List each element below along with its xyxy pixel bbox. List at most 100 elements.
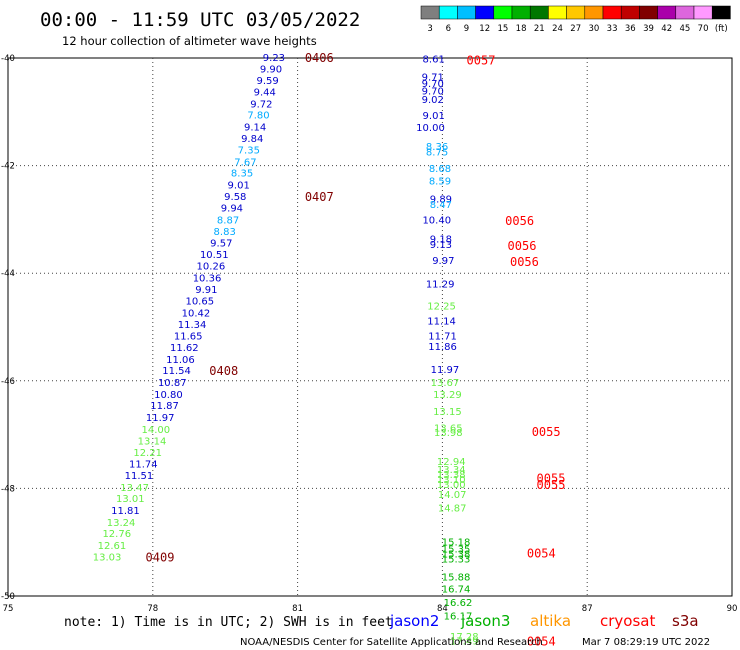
chart-subtitle: 12 hour collection of altimeter wave hei… — [62, 34, 317, 48]
swh-value-label: 16.17 — [444, 611, 473, 622]
swh-value-label: 11.87 — [150, 401, 179, 412]
swh-value-label: 15.88 — [442, 573, 471, 584]
legend-label: 70 — [698, 24, 709, 34]
swh-value-label: 14.07 — [438, 490, 467, 501]
legend-label: 24 — [552, 24, 563, 34]
legend-swatch — [693, 5, 713, 20]
plot-frame — [7, 57, 733, 597]
swh-value-label: 11.34 — [178, 320, 207, 331]
swh-value-label: 9.18 — [430, 234, 452, 245]
time-label: 0057 — [467, 54, 496, 68]
swh-value-label: 9.94 — [221, 204, 243, 215]
swh-value-label: 8.68 — [429, 164, 451, 175]
swh-value-label: 16.74 — [442, 585, 471, 596]
x-tick-label: 75 — [3, 604, 14, 614]
swh-value-label: 8.35 — [231, 169, 253, 180]
time-label: 0409 — [146, 550, 175, 564]
swh-value-label: 11.29 — [426, 279, 455, 290]
swh-value-label: 9.90 — [260, 64, 282, 75]
footer-note: note: 1) Time is in UTC; 2) SWH is in fe… — [64, 615, 393, 630]
legend-label: 33 — [607, 24, 618, 34]
swh-value-label: 11.14 — [427, 317, 456, 328]
swh-value-label: 9.70 — [422, 86, 444, 97]
swh-value-label: 12.76 — [102, 529, 131, 540]
swh-value-label: 13.67 — [431, 378, 460, 389]
legend-label: 9 — [464, 24, 469, 34]
y-tick-label: -48 — [1, 484, 15, 494]
swh-value-label: 13.15 — [433, 407, 462, 418]
swh-value-label: 7.67 — [234, 157, 256, 168]
legend-label: 30 — [588, 24, 599, 34]
swh-value-label: 11.62 — [170, 343, 199, 354]
legend-swatch — [675, 5, 695, 20]
swh-value-label: 11.74 — [129, 460, 158, 471]
satellite-name-s3a: s3a — [672, 612, 699, 630]
swh-value-label: 9.72 — [250, 99, 272, 110]
swh-value-label: 10.26 — [197, 262, 226, 273]
swh-value-label: 11.71 — [428, 332, 457, 343]
satellite-legend: jason2 jason3 altika cryosat s3a — [389, 612, 699, 630]
swh-value-label: 8.61 — [423, 55, 445, 66]
swh-value-label: 12.61 — [98, 541, 127, 552]
legend-swatch — [639, 5, 658, 20]
legend-label: 18 — [516, 24, 527, 34]
swh-value-label: 9.84 — [241, 134, 263, 145]
legend-label: 21 — [534, 24, 545, 34]
satellite-name-altika: altika — [530, 612, 571, 630]
swh-value-label: 9.97 — [432, 256, 454, 267]
swh-value-label: 11.51 — [125, 471, 154, 482]
swh-value-label: 10.00 — [416, 123, 445, 134]
data-points: 9.239.909.599.449.727.809.149.847.357.67… — [93, 53, 479, 648]
legend-label: 45 — [679, 24, 690, 34]
swh-value-label: 13.34 — [437, 465, 466, 476]
swh-value-label: 7.80 — [247, 111, 269, 122]
swh-value-label: 13.65 — [434, 424, 463, 435]
x-tick-label: 81 — [292, 604, 303, 614]
swh-value-label: 9.44 — [254, 87, 276, 98]
swh-value-label: 13.98 — [434, 428, 463, 439]
y-tick-label: -50 — [1, 592, 15, 602]
legend-label: (ft) — [715, 24, 728, 34]
legend-swatch — [657, 5, 677, 20]
swh-value-label: 17.28 — [450, 632, 479, 643]
time-label: 0056 — [508, 239, 537, 253]
x-tick-label: 78 — [147, 604, 158, 614]
swh-value-label: 11.65 — [174, 332, 203, 343]
swh-value-label: 9.57 — [210, 239, 232, 250]
swh-value-label: 8.75 — [426, 148, 448, 159]
swh-value-label: 9.70 — [422, 79, 444, 90]
swh-value-label: 12.21 — [133, 448, 162, 459]
swh-value-label: 11.81 — [111, 506, 140, 517]
legend-label: 39 — [643, 24, 654, 34]
legend-label: 15 — [497, 24, 508, 34]
swh-value-label: 15.35 — [442, 545, 471, 556]
swh-value-label: 8.59 — [429, 177, 451, 188]
legend-swatch — [529, 5, 549, 20]
x-tick-labels: 75 78 81 84 87 90 — [3, 604, 738, 614]
x-tick-label: 84 — [437, 604, 448, 614]
swh-value-label: 10.42 — [182, 309, 211, 320]
swh-value-label: 9.23 — [263, 53, 285, 64]
y-tick-labels: -40 -42 -44 -46 -48 -50 — [1, 54, 15, 602]
swh-value-label: 13.47 — [120, 483, 149, 494]
time-label: 0407 — [305, 190, 334, 204]
swh-value-label: 9.59 — [257, 76, 279, 87]
swh-value-label: 11.54 — [162, 366, 191, 377]
swh-value-label: 10.87 — [158, 378, 187, 389]
swh-value-label: 15.33 — [442, 554, 471, 565]
legend-swatch — [566, 5, 586, 20]
swh-value-label: 13.01 — [116, 494, 145, 505]
swh-value-label: 11.86 — [428, 342, 457, 353]
legend-label: 6 — [446, 24, 451, 34]
legend-swatch — [511, 5, 531, 20]
swh-value-label: 11.06 — [166, 355, 195, 366]
time-label: 0406 — [305, 51, 334, 65]
swh-value-label: 9.89 — [430, 194, 452, 205]
swh-value-label: 9.58 — [224, 192, 246, 203]
time-label: 0054 — [527, 635, 556, 649]
swh-value-label: 9.91 — [195, 285, 217, 296]
swh-value-label: 11.97 — [431, 365, 460, 376]
swh-value-label: 12.94 — [437, 457, 466, 468]
time-label: 0054 — [527, 546, 556, 560]
legend-swatch — [548, 5, 567, 20]
